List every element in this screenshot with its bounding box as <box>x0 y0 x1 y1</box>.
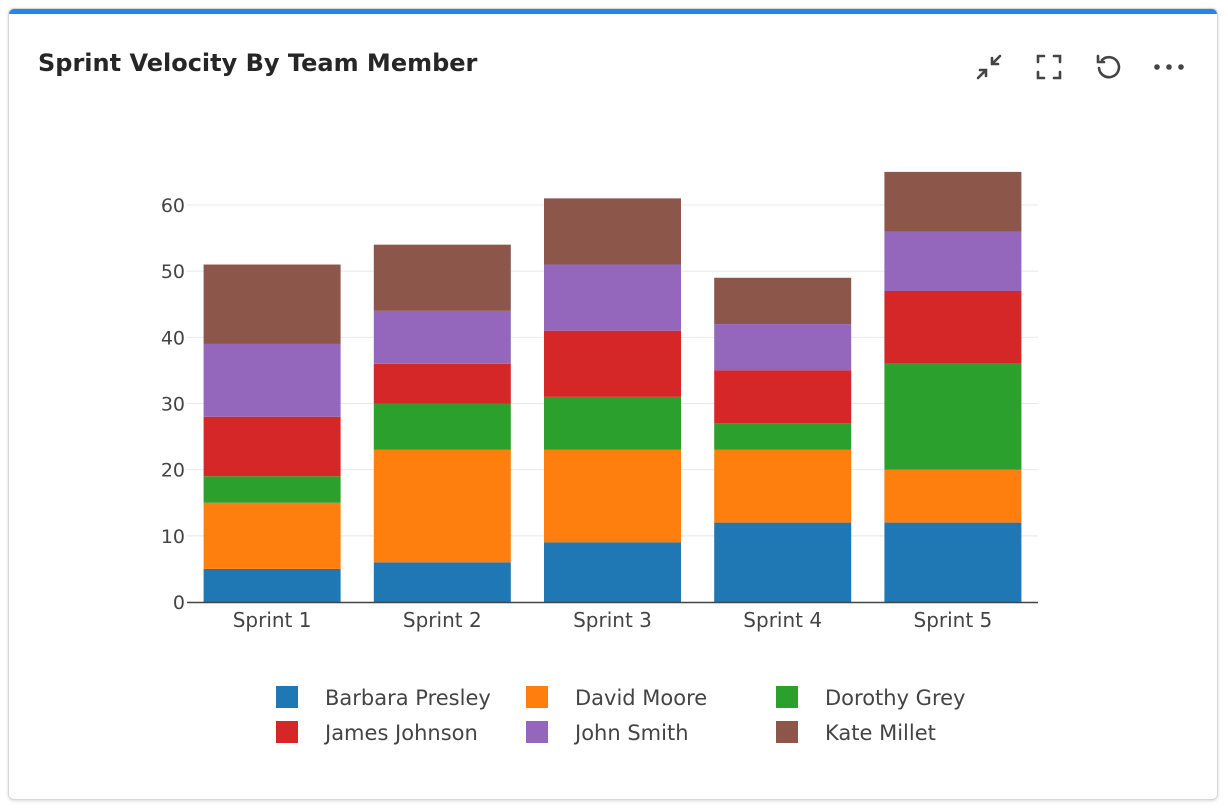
bar-segment <box>544 396 681 450</box>
bar-segment <box>714 423 852 450</box>
reset-button[interactable] <box>1091 49 1127 85</box>
legend-label: Dorothy Grey <box>825 686 965 710</box>
x-tick-label: Sprint 1 <box>233 608 312 632</box>
bar-segment <box>373 403 511 450</box>
legend-label: Kate Millet <box>825 721 936 745</box>
bar-segment <box>714 522 852 602</box>
bar-segment <box>714 449 852 523</box>
bar-segment <box>373 562 511 602</box>
x-tick-label: Sprint 4 <box>743 608 822 632</box>
legend-label: Barbara Presley <box>325 686 491 710</box>
y-tick-label: 40 <box>161 327 185 349</box>
reset-icon <box>1096 54 1121 79</box>
legend-label: James Johnson <box>323 721 478 745</box>
bar-segment <box>203 264 341 344</box>
x-tick-label: Sprint 5 <box>914 608 993 632</box>
bar-segment <box>203 343 341 417</box>
fullscreen-button[interactable] <box>1031 49 1067 85</box>
bar-segment <box>544 264 681 331</box>
legend-swatch <box>526 686 548 708</box>
bar-segment <box>884 469 1022 523</box>
more-icon <box>1154 64 1184 70</box>
legend-swatch <box>776 686 798 708</box>
y-tick-label: 20 <box>161 460 185 482</box>
legend-swatch <box>276 721 298 743</box>
bar-segment <box>544 542 681 602</box>
accent-bar <box>9 9 1217 14</box>
bar-segment <box>714 370 852 424</box>
bar-segment <box>884 231 1022 292</box>
y-tick-label: 60 <box>161 195 185 217</box>
bar-segment <box>373 363 511 404</box>
toolbar <box>971 49 1187 85</box>
legend-swatch <box>526 721 548 743</box>
y-tick-label: 30 <box>161 393 185 415</box>
bar-segment <box>884 171 1022 232</box>
x-tick-label: Sprint 2 <box>403 608 482 632</box>
bar-segment <box>203 416 341 477</box>
y-tick-label: 50 <box>161 261 185 283</box>
bar-segment <box>884 522 1022 602</box>
bar-segment <box>714 324 852 371</box>
bar-segment <box>373 449 511 563</box>
bar-segment <box>884 363 1022 470</box>
bar-segment <box>203 568 341 602</box>
legend-swatch <box>776 721 798 743</box>
bar-segment <box>373 244 511 311</box>
bar-segment <box>544 449 681 543</box>
bar-segment <box>544 198 681 265</box>
more-button[interactable] <box>1151 49 1187 85</box>
y-tick-label: 10 <box>161 526 185 548</box>
legend-swatch <box>276 686 298 708</box>
legend-label: John Smith <box>573 721 689 745</box>
bar-segment <box>203 502 341 569</box>
x-tick-label: Sprint 3 <box>573 608 652 632</box>
y-tick-label: 0 <box>173 592 185 614</box>
bar-segment <box>373 310 511 364</box>
bar-segment <box>203 476 341 503</box>
chart-title: Sprint Velocity By Team Member <box>38 49 478 77</box>
collapse-icon <box>976 54 1002 80</box>
collapse-button[interactable] <box>971 49 1007 85</box>
bar-segment <box>714 277 852 325</box>
bar-segment <box>884 291 1022 364</box>
legend-label: David Moore <box>575 686 707 710</box>
fullscreen-icon <box>1036 54 1062 80</box>
bar-segment <box>544 330 681 397</box>
